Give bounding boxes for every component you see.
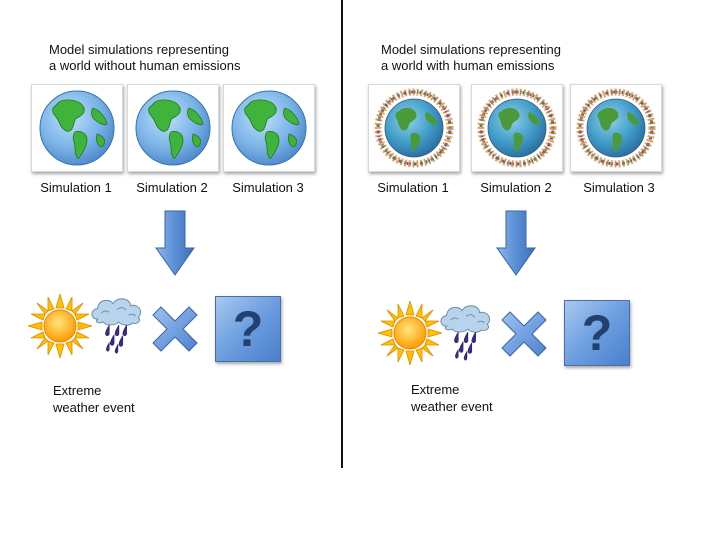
- earth-globe-with-people-icon: [576, 88, 656, 168]
- right-title-line1: Model simulations representing: [381, 42, 561, 57]
- left-title-line2: a world without human emissions: [49, 58, 241, 73]
- cross-icon: [500, 310, 548, 358]
- right-simulation-2-card: [471, 84, 563, 172]
- right-simulation-1-card: [368, 84, 460, 172]
- cross-icon: [151, 305, 199, 353]
- right-event-line1: Extreme: [411, 382, 460, 397]
- arrow-down-icon: [155, 210, 195, 276]
- left-simulation-1-card: [31, 84, 123, 172]
- right-simulation-3-label: Simulation 3: [583, 180, 655, 195]
- left-panel-title: Model simulations representing a world w…: [49, 42, 240, 74]
- rain-cloud-icon: [88, 291, 146, 355]
- earth-globe-icon: [229, 88, 309, 168]
- left-event-line2: weather event: [53, 400, 135, 415]
- right-event-label: Extreme weather event: [411, 381, 493, 415]
- right-simulation-2-label: Simulation 2: [480, 180, 552, 195]
- left-event-label: Extreme weather event: [53, 382, 135, 416]
- right-event-line2: weather event: [411, 399, 493, 414]
- left-simulation-3-card: [223, 84, 315, 172]
- earth-globe-icon: [37, 88, 117, 168]
- sun-icon: [378, 301, 442, 365]
- right-title-line2: a world with human emissions: [381, 58, 555, 73]
- arrow-down-icon: [496, 210, 536, 276]
- right-panel-title: Model simulations representing a world w…: [381, 42, 561, 74]
- earth-globe-icon: [133, 88, 213, 168]
- left-event-line1: Extreme: [53, 383, 102, 398]
- earth-globe-with-people-icon: [477, 88, 557, 168]
- question-mark-box: ?: [564, 300, 630, 366]
- right-simulation-3-card: [570, 84, 662, 172]
- left-title-line1: Model simulations representing: [49, 42, 229, 57]
- panel-divider: [341, 0, 343, 468]
- left-simulation-2-label: Simulation 2: [136, 180, 208, 195]
- left-simulation-2-card: [127, 84, 219, 172]
- left-simulation-3-label: Simulation 3: [232, 180, 304, 195]
- right-simulation-1-label: Simulation 1: [377, 180, 449, 195]
- left-simulation-1-label: Simulation 1: [40, 180, 112, 195]
- earth-globe-with-people-icon: [374, 88, 454, 168]
- question-mark-box: ?: [215, 296, 281, 362]
- sun-icon: [28, 294, 92, 358]
- rain-cloud-icon: [437, 298, 495, 362]
